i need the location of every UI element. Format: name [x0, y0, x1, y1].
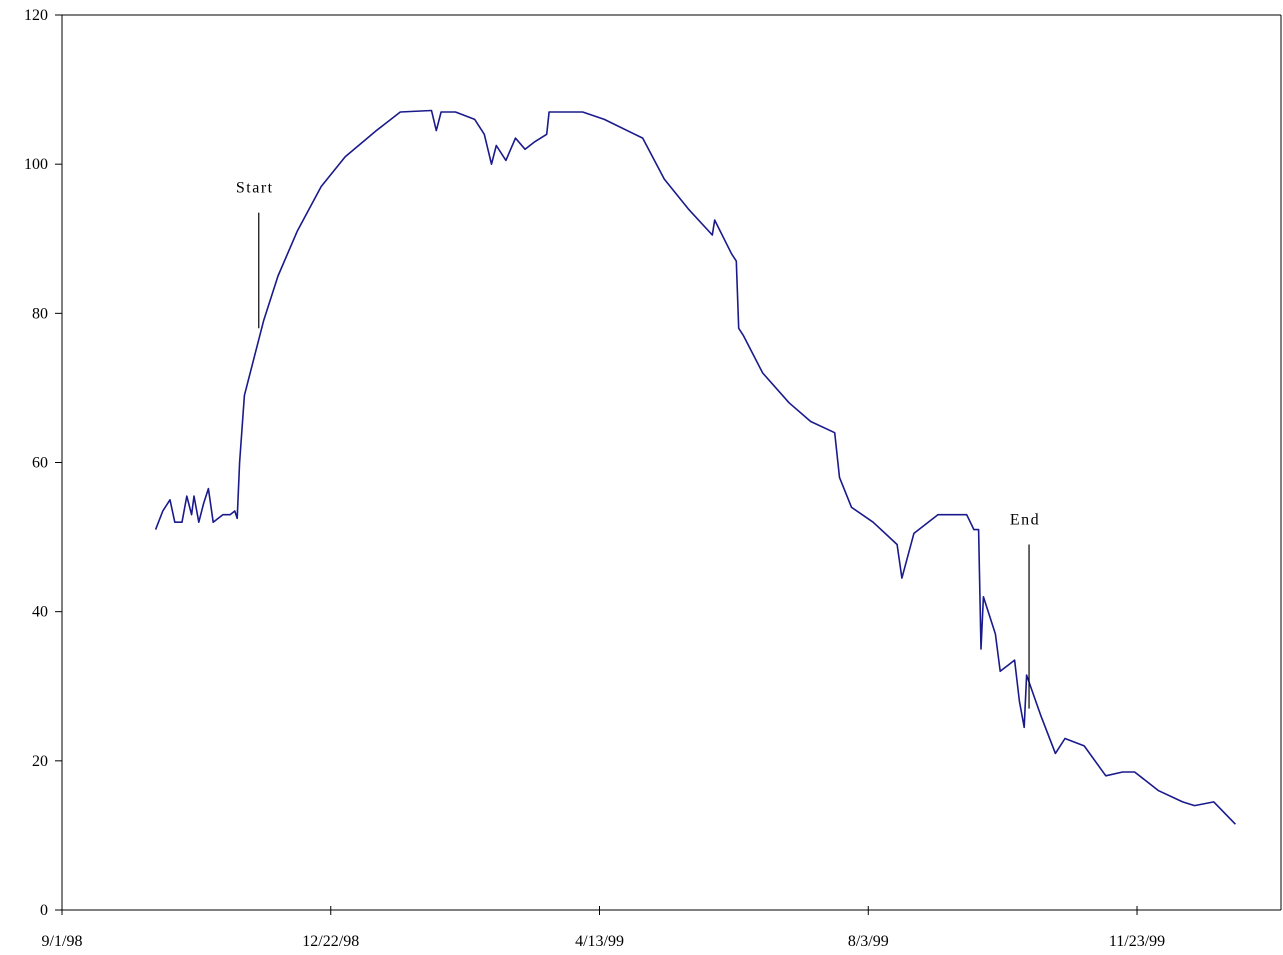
- x-tick-label: 9/1/98: [42, 933, 83, 950]
- x-axis: 9/1/98 12/22/98 4/13/99 8/3/99 11/23/99: [42, 906, 1281, 950]
- plot-frame: [62, 14, 1282, 910]
- y-tick-label: 40: [32, 604, 48, 621]
- y-axis: 0 20 40 60 80 100 120: [24, 7, 63, 919]
- x-tick-label: 4/13/99: [575, 933, 624, 950]
- y-tick-label: 80: [32, 305, 48, 322]
- series-layer: [154, 109, 1236, 825]
- x-tick-label: 11/23/99: [1109, 933, 1165, 950]
- y-tick-label: 20: [32, 753, 48, 770]
- y-tick-label: 60: [32, 455, 48, 472]
- x-tick-label: 8/3/99: [848, 933, 889, 950]
- x-tick-label: 12/22/98: [302, 933, 359, 950]
- y-tick-label: 120: [24, 7, 48, 24]
- y-tick-label: 100: [24, 156, 48, 173]
- annotation-layer: Start End: [236, 180, 1040, 709]
- annotation-label: End: [1010, 512, 1040, 529]
- annotation-label: Start: [236, 180, 274, 197]
- y-tick-label: 0: [40, 902, 48, 919]
- series-line: [154, 109, 1236, 825]
